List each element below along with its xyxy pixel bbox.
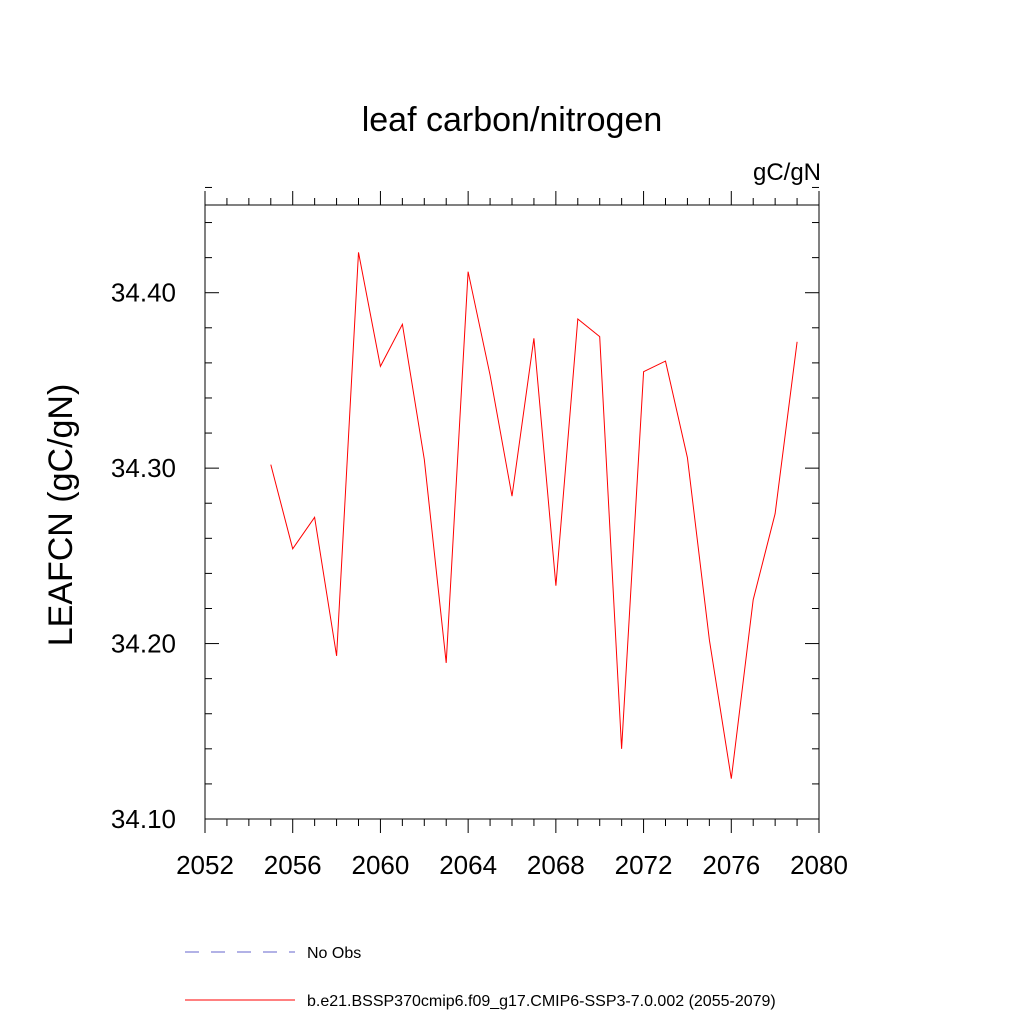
x-tick-label: 2076 xyxy=(702,850,760,880)
x-tick-label: 2052 xyxy=(176,850,234,880)
y-tick-label: 34.10 xyxy=(111,804,176,834)
x-tick-label: 2056 xyxy=(264,850,322,880)
plot-frame xyxy=(204,204,820,820)
x-tick-label: 2060 xyxy=(352,850,410,880)
series-line xyxy=(270,252,798,779)
x-tick-labels: 2052 2056 2060 2064 2068 2072 2076 2080 xyxy=(176,850,848,880)
y-tick-label: 34.30 xyxy=(111,453,176,483)
x-tick-label: 2068 xyxy=(527,850,585,880)
x-tick-label: 2064 xyxy=(439,850,497,880)
y-tick-label: 34.20 xyxy=(111,629,176,659)
chart-title: leaf carbon/nitrogen xyxy=(362,101,663,139)
y-tick-labels: 34.10 34.20 34.30 34.40 xyxy=(111,278,176,834)
axis-ticks xyxy=(204,186,820,833)
x-tick-label: 2080 xyxy=(790,850,848,880)
y-axis-label: LEAFCN (gC/gN) xyxy=(42,384,80,647)
legend-label: No Obs xyxy=(307,945,361,962)
legend-label: b.e21.BSSP370cmip6.f09_g17.CMIP6-SSP3-7.… xyxy=(307,993,776,1010)
x-tick-label: 2072 xyxy=(615,850,673,880)
series-group xyxy=(270,252,798,779)
units-label: gC/gN xyxy=(753,159,821,186)
legend: No Obs b.e21.BSSP370cmip6.f09_g17.CMIP6-S… xyxy=(185,945,776,1010)
y-tick-label: 34.40 xyxy=(111,278,176,308)
